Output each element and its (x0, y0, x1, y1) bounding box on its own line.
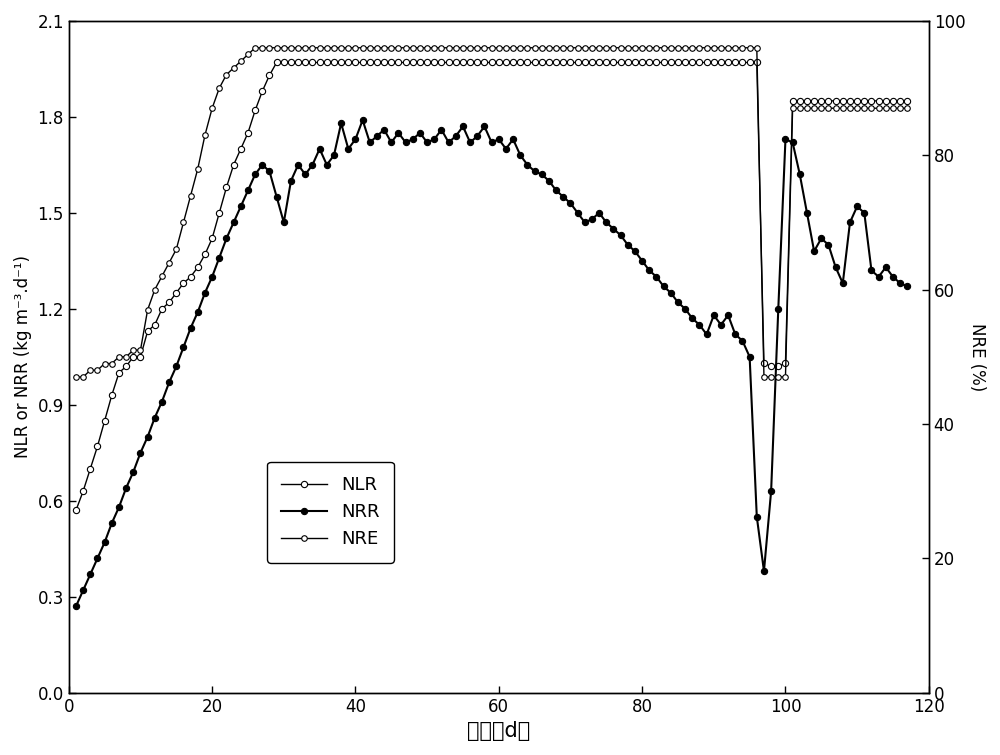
X-axis label: 时间（d）: 时间（d） (467, 721, 530, 741)
NRE (450, 43, 462, 52)
NRR (901, 282, 913, 291)
Line: NRR: NRR (73, 117, 910, 609)
NLR (242, 128, 254, 137)
Y-axis label: NLR or NRR (kg m⁻³.d⁻¹): NLR or NRR (kg m⁻³.d⁻¹) (14, 255, 32, 458)
NLR (228, 160, 240, 169)
Line: NRE: NRE (73, 45, 910, 380)
NLR (851, 97, 863, 106)
NLR (299, 58, 311, 67)
NRR (242, 186, 254, 195)
NRE (70, 372, 82, 381)
Y-axis label: NRE (%): NRE (%) (968, 322, 986, 391)
NLR (450, 58, 462, 67)
NRR (851, 202, 863, 211)
NRE (242, 50, 254, 59)
NRR (292, 160, 304, 169)
NRR (70, 602, 82, 611)
NLR (271, 58, 283, 67)
NRE (901, 103, 913, 112)
NLR (901, 97, 913, 106)
Line: NLR: NLR (73, 60, 910, 513)
NLR (70, 506, 82, 515)
NRR (450, 131, 462, 140)
NRE (249, 43, 261, 52)
NRR (228, 218, 240, 227)
NRE (271, 43, 283, 52)
NRE (299, 43, 311, 52)
NRR (357, 116, 369, 125)
Legend: NLR, NRR, NRE: NLR, NRR, NRE (267, 462, 394, 562)
NRE (851, 103, 863, 112)
NRE (228, 63, 240, 72)
NLR (263, 71, 275, 80)
NRR (263, 167, 275, 176)
